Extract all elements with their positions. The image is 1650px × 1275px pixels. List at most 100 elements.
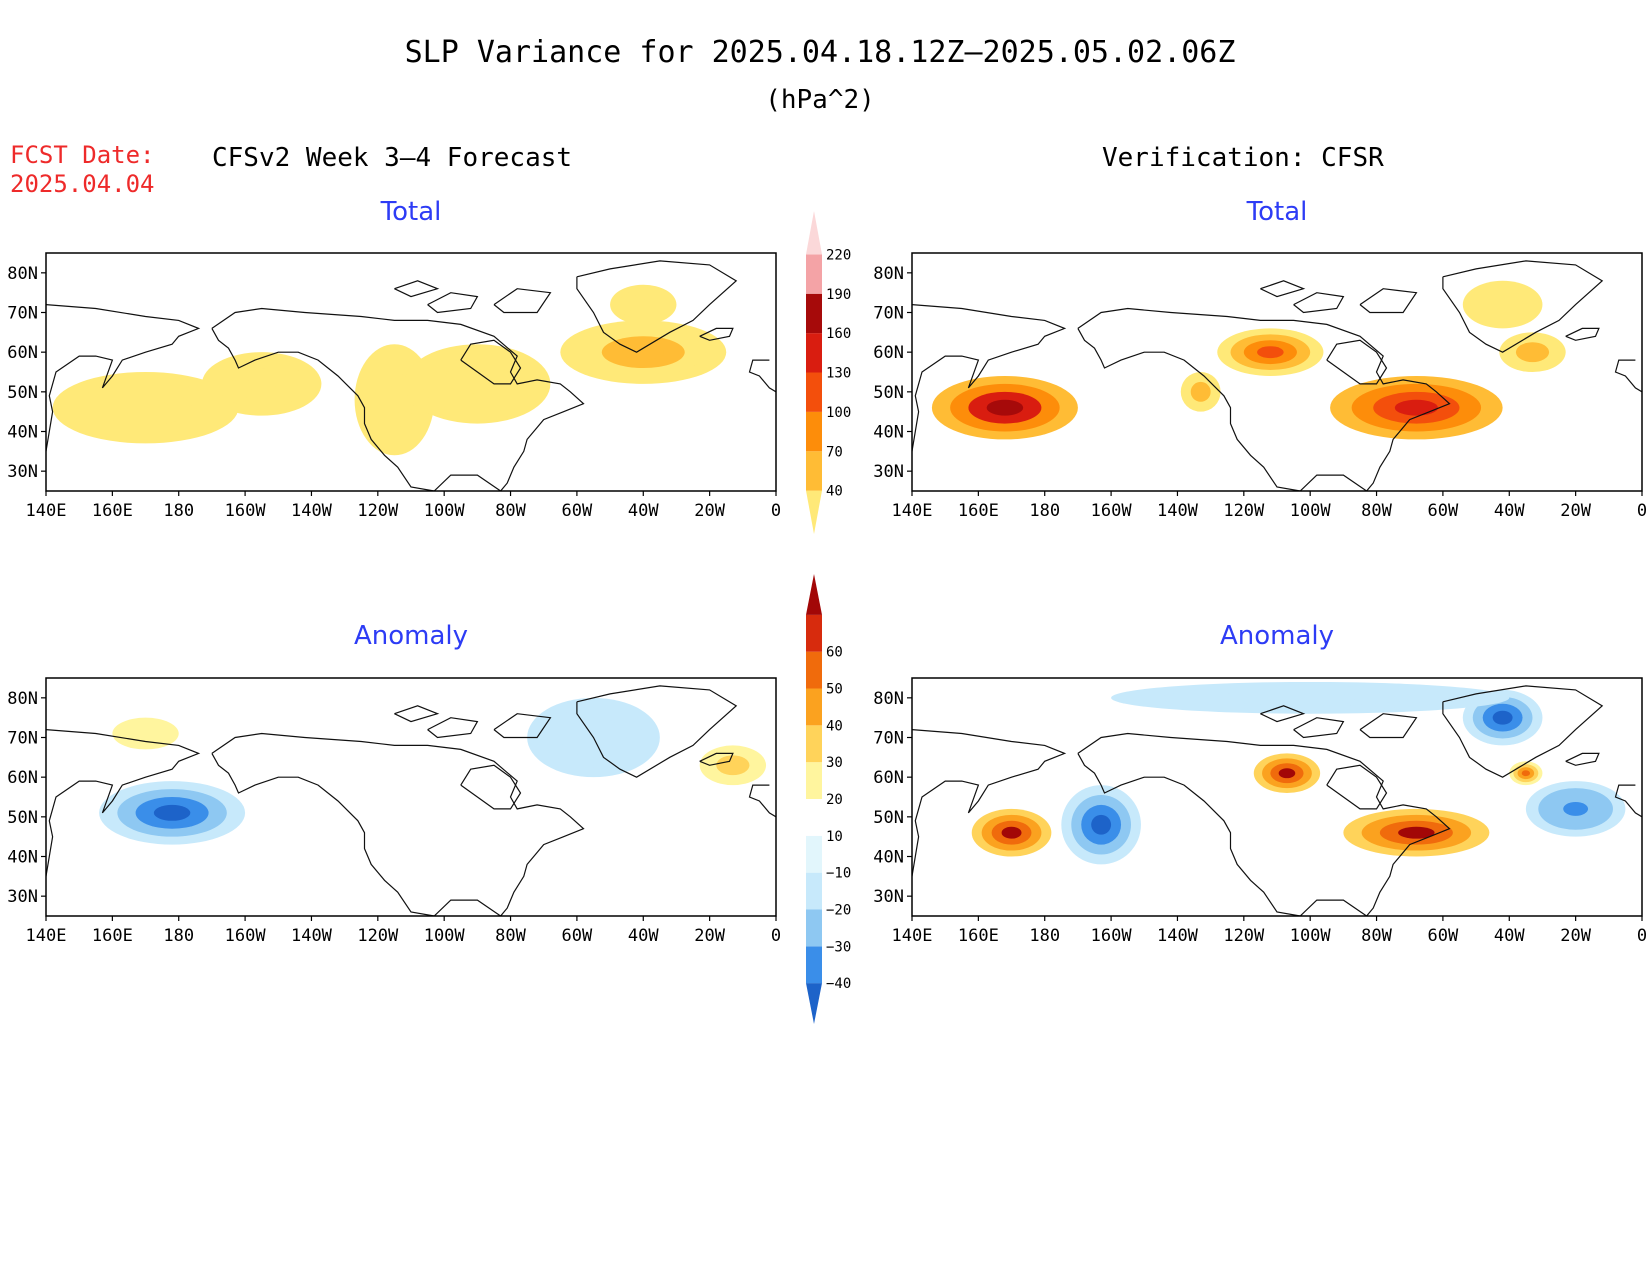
panels-group: Total 140E 160E 180 160W 140W 120W 100W 80W 60W 40…: [7, 197, 1647, 946]
contour-band-forecast-total-4-3: [622, 344, 665, 361]
map-frame: [911, 252, 1643, 492]
colorbar-total-swatch: [806, 411, 822, 452]
x-tick-label: 0: [771, 501, 781, 521]
colorbar-total-label: 100: [826, 405, 851, 421]
colorbar-total-swatch: [806, 490, 822, 534]
x-tick-label: 160W: [1091, 926, 1133, 946]
colorbar-anomaly-label: −30: [826, 939, 851, 955]
x-tick-label: 160W: [1091, 501, 1133, 521]
x-tick-label: 140E: [892, 501, 933, 521]
contour-band-verification-total-5-3: [1492, 298, 1513, 311]
figure-units: (hPa^2): [765, 85, 875, 115]
colorbar-total-swatch: [806, 372, 822, 412]
x-tick-label: 80W: [1361, 501, 1392, 521]
x-tick-label: 140W: [291, 926, 333, 946]
x-tick-label: 120W: [357, 501, 399, 521]
coastline-4: [1565, 327, 1600, 341]
contour-band-forecast-anomaly-0-3: [153, 804, 191, 821]
coastline-5: [460, 764, 522, 810]
x-tick-label: 180: [1029, 926, 1060, 946]
map-frame: [911, 677, 1643, 917]
x-tick-label: 80W: [1361, 926, 1392, 946]
field-forecast-total: [52, 284, 727, 456]
right-column-header: Verification: CFSR: [1102, 143, 1384, 173]
coastline-2: [46, 729, 201, 877]
contour-band-forecast-total-5-3: [634, 299, 652, 310]
coastline-7: [493, 288, 552, 314]
y-tick-label: 50N: [7, 383, 38, 403]
y-tick-label: 40N: [873, 848, 904, 868]
x-tick-label: 20W: [694, 926, 725, 946]
colorbar-anomaly-label: −10: [826, 866, 851, 882]
y-tick-label: 30N: [873, 887, 904, 907]
coastline-5: [460, 339, 522, 385]
coastline-6: [427, 292, 479, 314]
coastline-4: [699, 752, 734, 766]
y-tick-label: 80N: [873, 689, 904, 709]
contour-band-verification-anomaly-2-3: [1278, 768, 1296, 779]
colorbar-anomaly-swatch: [806, 946, 822, 984]
coastline-7: [493, 713, 552, 739]
x-tick-label: 180: [163, 926, 194, 946]
field-forecast-anomaly: [99, 697, 767, 845]
x-tick-label: 120W: [357, 926, 399, 946]
x-tick-label: 160W: [225, 926, 267, 946]
x-tick-label: 40W: [628, 501, 659, 521]
y-tick-label: 40N: [7, 848, 38, 868]
x-tick-label: 140E: [892, 926, 933, 946]
y-tick-label: 70N: [873, 729, 904, 749]
x-tick-label: 160E: [958, 501, 999, 521]
x-tick-label: 60W: [562, 926, 593, 946]
colorbar-total-label: 130: [826, 366, 851, 382]
coastline-8: [1260, 280, 1306, 298]
y-tick-label: 70N: [7, 304, 38, 324]
contour-band-forecast-total-1-3: [246, 375, 277, 392]
contour-band-verification-anomaly-4-3: [1492, 710, 1513, 725]
coastline-8: [394, 280, 440, 298]
colorbar-anomaly-swatch: [806, 983, 822, 1024]
x-tick-label: 40W: [628, 926, 659, 946]
contour-band-forecast-total-3-3: [459, 373, 496, 394]
coastline-2: [912, 729, 1067, 877]
panel-title-forecast-anomaly: Anomaly: [354, 621, 468, 651]
coastline-0: [211, 732, 585, 916]
colorbar-anomaly-label: 60: [826, 645, 843, 661]
coastline-6: [427, 717, 479, 739]
y-tick-label: 70N: [873, 304, 904, 324]
coastlines: [912, 260, 1642, 491]
y-tick-label: 60N: [7, 343, 38, 363]
x-tick-label: 0: [1637, 501, 1647, 521]
coastline-8: [394, 705, 440, 723]
y-tick-label: 70N: [7, 729, 38, 749]
contour-band-verification-total-1-3: [1195, 386, 1206, 397]
colorbar-total-label: 220: [826, 247, 851, 263]
panel-forecast-total: Total 140E 160E 180 160W 140W 120W 100W 80W 60W 40…: [7, 197, 781, 521]
x-tick-label: 180: [163, 501, 194, 521]
x-tick-label: 140W: [1157, 501, 1199, 521]
coastline-5: [1326, 339, 1388, 385]
contour-band-verification-anomaly-7-3: [1260, 693, 1360, 702]
colorbar-total-label: 160: [826, 326, 851, 342]
colorbar-anomaly-swatch: [806, 725, 822, 763]
colorbar-anomaly-swatch: [806, 872, 822, 910]
coastline-3: [748, 784, 776, 818]
colorbar-anomaly-swatch: [806, 574, 822, 615]
x-tick-label: 40W: [1494, 501, 1525, 521]
colorbar-total-swatch: [806, 211, 822, 255]
coastlines: [46, 260, 776, 491]
colorbar-anomaly-swatch: [806, 799, 822, 836]
x-tick-label: 160W: [225, 501, 267, 521]
x-tick-label: 140E: [26, 501, 67, 521]
colorbar-anomaly-label: 20: [826, 792, 843, 808]
colorbar-anomaly-swatch: [806, 614, 822, 652]
contour-band-forecast-anomaly-1-3: [137, 729, 154, 738]
x-tick-label: 120W: [1223, 926, 1265, 946]
contour-band-verification-total-3-3: [1394, 399, 1438, 416]
y-tick-label: 40N: [7, 423, 38, 443]
x-tick-label: 100W: [1290, 926, 1332, 946]
coastline-6: [1293, 717, 1345, 739]
contour-band-verification-total-4-3: [1524, 347, 1541, 358]
panel-verification-anomaly: Anomaly 140E 160E 180 160W 140W 120W 100W 80W 60W…: [873, 621, 1647, 946]
x-tick-label: 20W: [694, 501, 725, 521]
